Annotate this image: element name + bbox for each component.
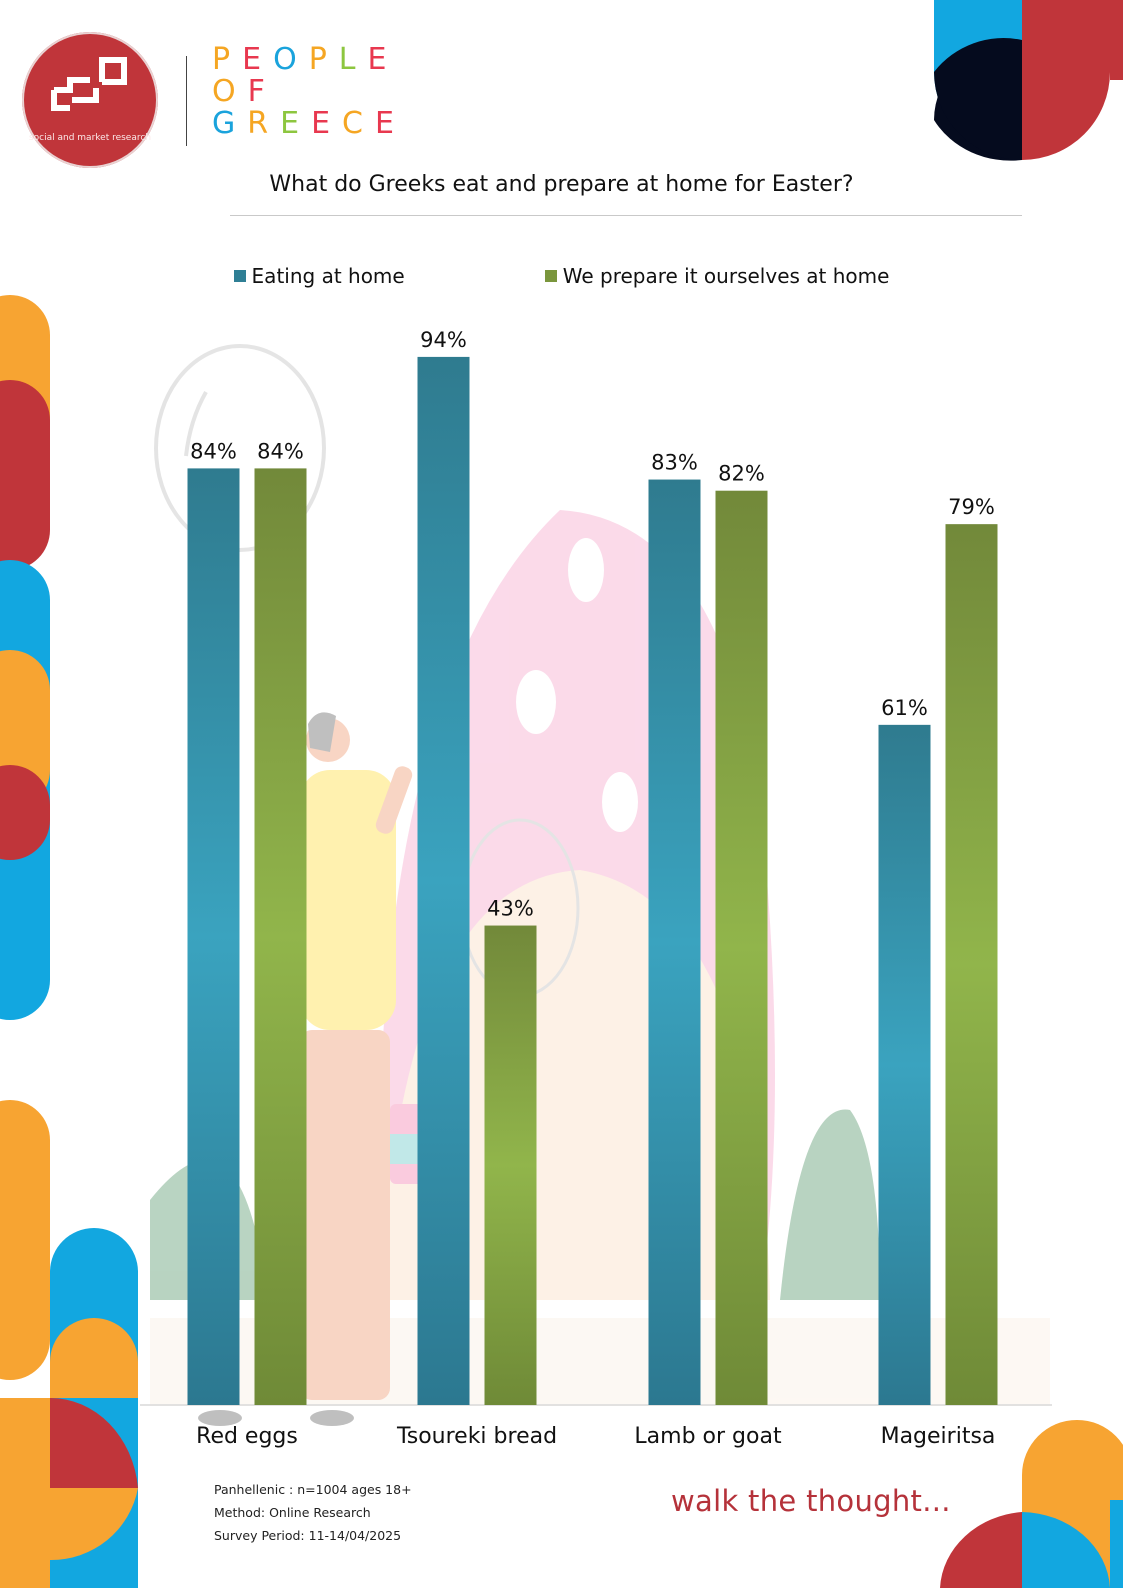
bar-eating-mageiritsa [878, 724, 931, 1405]
slogan: walk the thought... [671, 1484, 951, 1518]
title-divider [230, 215, 1022, 216]
legend-item-eating: Eating at home [233, 264, 405, 288]
brand-letter: P [212, 42, 243, 77]
brand-letter: E [311, 106, 343, 141]
brand-letter: O [273, 42, 309, 77]
brand-letter: C [342, 106, 375, 141]
brand-letter: E [280, 106, 312, 141]
bar-value-label: 83% [651, 451, 698, 475]
brand-line: PEOPLE [212, 44, 406, 76]
bar-value-label: 94% [420, 328, 467, 352]
survey-note-sample: Panhellenic : n=1004 ages 18+ [214, 1482, 412, 1497]
brand-letter: E [242, 42, 274, 77]
brand-letter: L [338, 42, 368, 77]
brand-wordmark: PEOPLE OF GREECE [212, 44, 406, 140]
brand-letter: R [247, 106, 281, 141]
bar-value-label: 82% [718, 462, 765, 486]
category-label: Red eggs [196, 1424, 298, 1449]
bar-preparing-red-eggs [254, 468, 307, 1405]
legend-label-eating: Eating at home [251, 264, 405, 288]
brand-letter: O [212, 74, 248, 109]
bar-preparing-lamb-or-goat [715, 490, 768, 1405]
bar-eating-red-eggs [187, 468, 240, 1405]
brand-letter: F [247, 74, 277, 109]
bar-eating-tsoureki-bread [417, 356, 470, 1405]
bar-value-label: 79% [948, 495, 995, 519]
top-right-decoration [934, 0, 1123, 161]
bar-value-label: 84% [257, 439, 304, 463]
category-label: Tsoureki bread [396, 1424, 557, 1449]
category-label: Mageiritsa [881, 1424, 996, 1449]
brand-line: GREECE [212, 108, 406, 140]
chart-legend: Eating at home We prepare it ourselves a… [0, 264, 1123, 288]
bar-value-label: 43% [487, 897, 534, 921]
header-divider [186, 56, 187, 146]
legend-swatch-eating [233, 270, 246, 282]
bar-preparing-tsoureki-bread [484, 925, 537, 1405]
logo-caption: social and market research [28, 133, 152, 143]
left-decoration [0, 295, 138, 1588]
legend-label-preparing: We prepare it ourselves at home [562, 264, 890, 288]
legend-item-preparing: We prepare it ourselves at home [544, 264, 890, 288]
category-label: Lamb or goat [634, 1424, 782, 1449]
brand-letter: G [212, 106, 248, 141]
logo-icon [51, 57, 127, 111]
company-logo: social and market research [22, 32, 158, 168]
brand-letter: P [308, 42, 339, 77]
survey-note-method: Method: Online Research [214, 1505, 371, 1520]
legend-swatch-preparing [544, 270, 557, 282]
brand-line: OF [212, 76, 406, 108]
brand-letter: E [375, 106, 406, 141]
survey-notes: Panhellenic : n=1004 ages 18+ Method: On… [214, 1478, 412, 1547]
survey-note-period: Survey Period: 11-14/04/2025 [214, 1528, 402, 1543]
bottom-right-decoration [940, 1420, 1123, 1588]
bar-value-label: 61% [881, 696, 928, 720]
chart-title: What do Greeks eat and prepare at home f… [269, 172, 854, 197]
brand-letter: E [367, 42, 399, 77]
bar-eating-lamb-or-goat [648, 479, 701, 1405]
bar-value-label: 84% [190, 439, 237, 463]
bar-preparing-mageiritsa [945, 524, 998, 1405]
